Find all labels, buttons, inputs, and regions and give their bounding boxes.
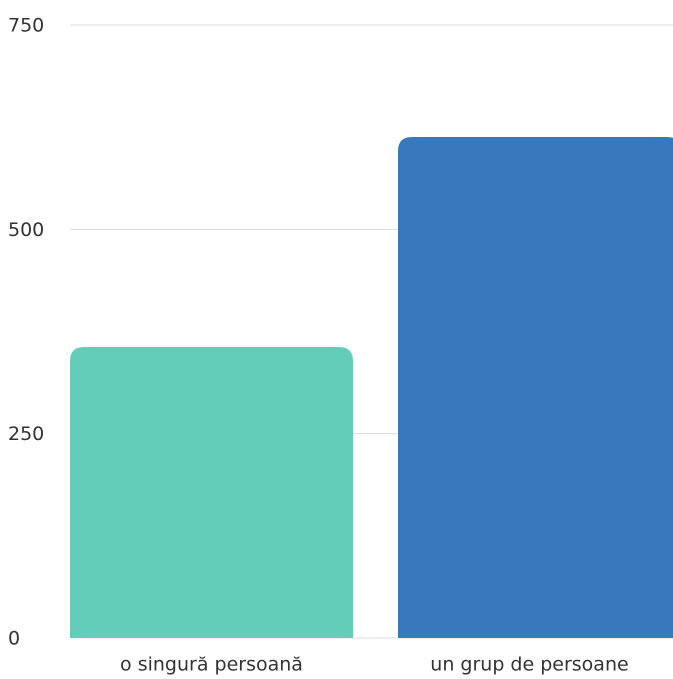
y-tick-label: 750 [8,15,44,37]
y-tick-label: 500 [8,219,44,241]
x-tick-label: un grup de persoane [430,654,628,676]
bar [70,347,353,638]
y-tick-label: 0 [8,628,20,650]
bar [398,136,673,638]
x-tick-label: o singură persoană [120,654,303,676]
y-tick-label: 250 [8,423,44,445]
